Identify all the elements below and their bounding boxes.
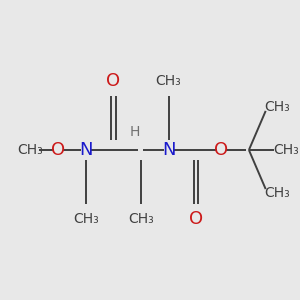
Text: CH₃: CH₃ (264, 100, 290, 114)
Text: H: H (130, 125, 140, 139)
Text: CH₃: CH₃ (128, 212, 154, 226)
Text: CH₃: CH₃ (73, 212, 98, 226)
Text: CH₃: CH₃ (273, 143, 299, 157)
Text: O: O (189, 210, 203, 228)
Text: CH₃: CH₃ (156, 74, 182, 88)
Text: O: O (214, 141, 228, 159)
Text: O: O (106, 72, 120, 90)
Text: N: N (79, 141, 92, 159)
Text: N: N (162, 141, 175, 159)
Text: O: O (51, 141, 65, 159)
Text: CH₃: CH₃ (17, 143, 43, 157)
Text: CH₃: CH₃ (264, 186, 290, 200)
